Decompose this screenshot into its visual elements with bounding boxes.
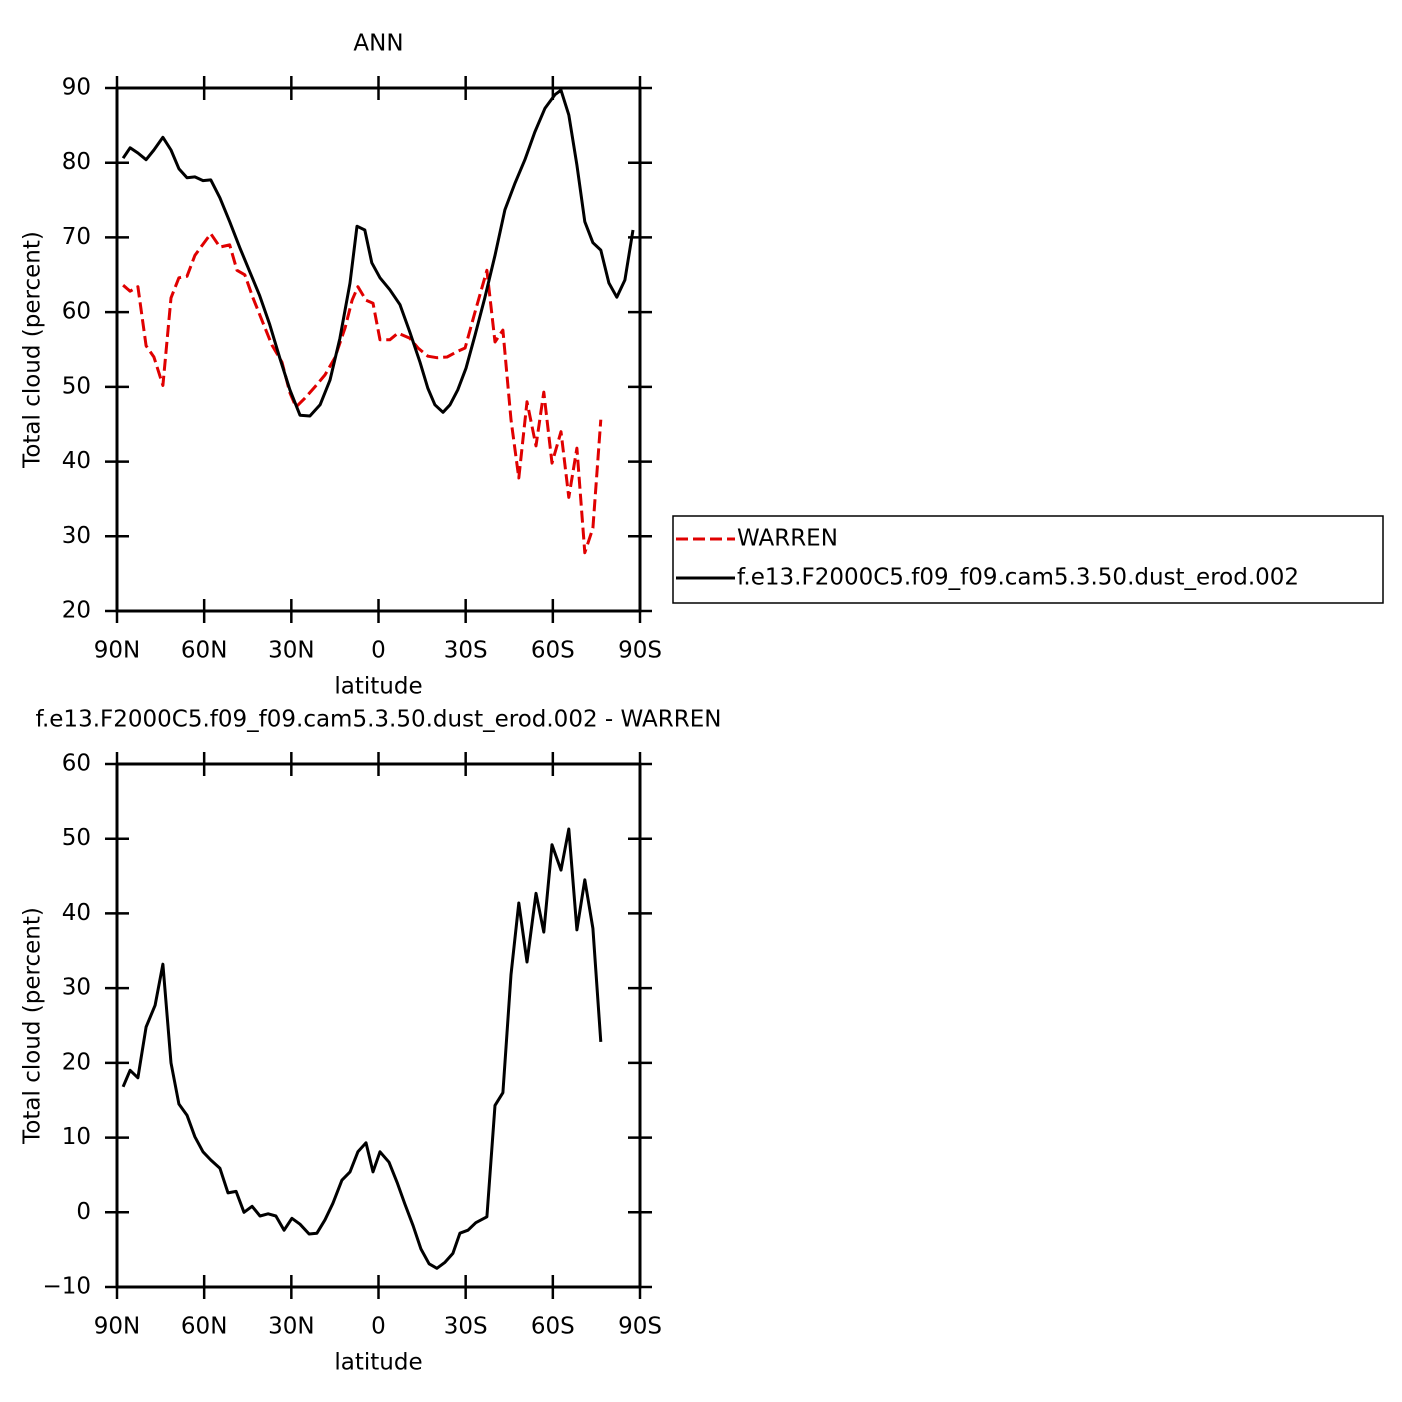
y-tick-label: 40 bbox=[62, 448, 91, 474]
y-tick-label: 20 bbox=[62, 598, 91, 624]
x-tick-label: 30S bbox=[444, 638, 488, 664]
y-axis-label: Total cloud (percent) bbox=[20, 231, 46, 469]
legend-box bbox=[672, 515, 1384, 604]
x-tick-label: 0 bbox=[371, 1314, 386, 1340]
x-tick-label: 60S bbox=[531, 1314, 575, 1340]
y-tick-label: 30 bbox=[62, 523, 91, 549]
data-line bbox=[121, 827, 603, 1270]
x-tick-label: 90S bbox=[618, 638, 662, 664]
x-tick-label: 0 bbox=[371, 638, 386, 664]
y-tick-label: 50 bbox=[62, 825, 91, 851]
y-tick-label: 70 bbox=[62, 224, 91, 250]
y-tick-label: 60 bbox=[62, 751, 91, 777]
plot-frame bbox=[115, 86, 642, 613]
plot-frame bbox=[115, 762, 642, 1289]
y-tick-label: 30 bbox=[62, 975, 91, 1001]
chart-title: f.e13.F2000C5.f09_f09.cam5.3.50.dust_ero… bbox=[36, 707, 722, 733]
y-tick-label: 10 bbox=[62, 1124, 91, 1150]
x-tick-label: 30S bbox=[444, 1314, 488, 1340]
chart-title: ANN bbox=[353, 31, 403, 57]
y-tick-label: 0 bbox=[76, 1199, 91, 1225]
x-tick-label: 30N bbox=[268, 638, 314, 664]
y-tick-label: −10 bbox=[42, 1274, 91, 1300]
x-tick-label: 60N bbox=[181, 1314, 227, 1340]
x-tick-label: 90N bbox=[94, 1314, 140, 1340]
y-tick-label: 90 bbox=[62, 75, 91, 101]
legend-label: WARREN bbox=[737, 526, 838, 552]
x-tick-label: 30N bbox=[268, 1314, 314, 1340]
x-tick-label: 90N bbox=[94, 638, 140, 664]
data-line bbox=[122, 232, 603, 555]
data-line bbox=[121, 88, 635, 418]
y-tick-label: 50 bbox=[62, 373, 91, 399]
x-tick-label: 90S bbox=[618, 1314, 662, 1340]
x-tick-label: 60S bbox=[531, 638, 575, 664]
x-axis-label: latitude bbox=[334, 1350, 422, 1376]
y-tick-label: 40 bbox=[62, 900, 91, 926]
y-tick-label: 20 bbox=[62, 1049, 91, 1075]
y-tick-label: 80 bbox=[62, 149, 91, 175]
x-axis-label: latitude bbox=[334, 674, 422, 700]
legend-label: f.e13.F2000C5.f09_f09.cam5.3.50.dust_ero… bbox=[737, 565, 1299, 591]
x-tick-label: 60N bbox=[181, 638, 227, 664]
y-axis-label: Total cloud (percent) bbox=[20, 907, 46, 1145]
y-tick-label: 60 bbox=[62, 299, 91, 325]
